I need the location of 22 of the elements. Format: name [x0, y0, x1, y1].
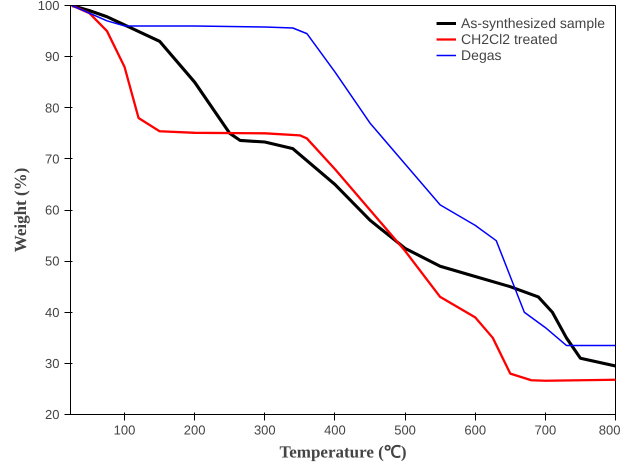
legend-label: Degas [461, 47, 502, 63]
y-tick-label: 60 [45, 202, 60, 218]
y-tick-label: 50 [45, 254, 60, 269]
y-tick-label: 100 [38, 0, 60, 13]
y-tick-label: 20 [45, 407, 60, 422]
x-tick-label: 300 [254, 422, 276, 438]
x-tick-label: 800 [598, 422, 620, 438]
y-tick-label: 90 [45, 49, 60, 64]
y-tick-label: 80 [45, 100, 60, 116]
x-tick-label: 700 [534, 422, 556, 438]
y-tick-label: 40 [45, 304, 60, 320]
x-tick-label: 500 [394, 422, 416, 438]
x-tick-label: 200 [184, 422, 206, 438]
y-tick-label: 70 [45, 151, 60, 166]
x-tick-label: 100 [114, 422, 136, 438]
y-tick-label: 30 [45, 356, 60, 371]
legend-label: As-synthesized sample [461, 15, 605, 31]
x-tick-label: 600 [464, 422, 486, 438]
y-axis-title: Weight (%) [10, 168, 30, 252]
x-tick-label: 400 [324, 422, 346, 438]
legend-label: CH2Cl2 treated [461, 31, 558, 47]
x-axis-title: Temperature (℃) [280, 442, 407, 462]
